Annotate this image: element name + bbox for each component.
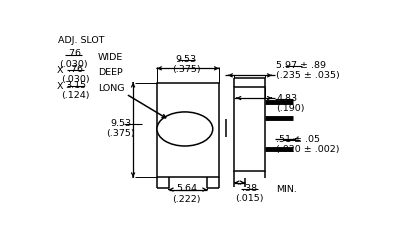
Text: .38
(.015): .38 (.015): [235, 184, 264, 203]
Text: X: X: [57, 65, 63, 75]
Text: .51 ± .05
(.020 ± .002): .51 ± .05 (.020 ± .002): [276, 135, 340, 154]
Text: 4.83
(.190): 4.83 (.190): [276, 94, 305, 113]
Text: 5.64
(.222): 5.64 (.222): [172, 184, 201, 204]
Text: X: X: [57, 82, 63, 91]
Text: 5.97 ± .89
(.235 ± .035): 5.97 ± .89 (.235 ± .035): [276, 61, 340, 80]
Circle shape: [157, 112, 213, 146]
Bar: [157, 83, 219, 177]
Text: .76
(.030): .76 (.030): [59, 49, 88, 69]
Text: DEEP: DEEP: [98, 68, 123, 77]
Text: WIDE: WIDE: [98, 53, 123, 62]
Text: .76
(.030): .76 (.030): [61, 64, 90, 84]
Text: 9.53
(.375): 9.53 (.375): [106, 119, 135, 138]
Text: LONG: LONG: [98, 84, 124, 93]
Text: ADJ. SLOT: ADJ. SLOT: [58, 36, 104, 45]
Bar: [234, 87, 266, 171]
Text: 9.53
(.375): 9.53 (.375): [172, 55, 201, 75]
Text: MIN.: MIN.: [276, 185, 297, 194]
Text: 3.15
(.124): 3.15 (.124): [61, 81, 90, 100]
